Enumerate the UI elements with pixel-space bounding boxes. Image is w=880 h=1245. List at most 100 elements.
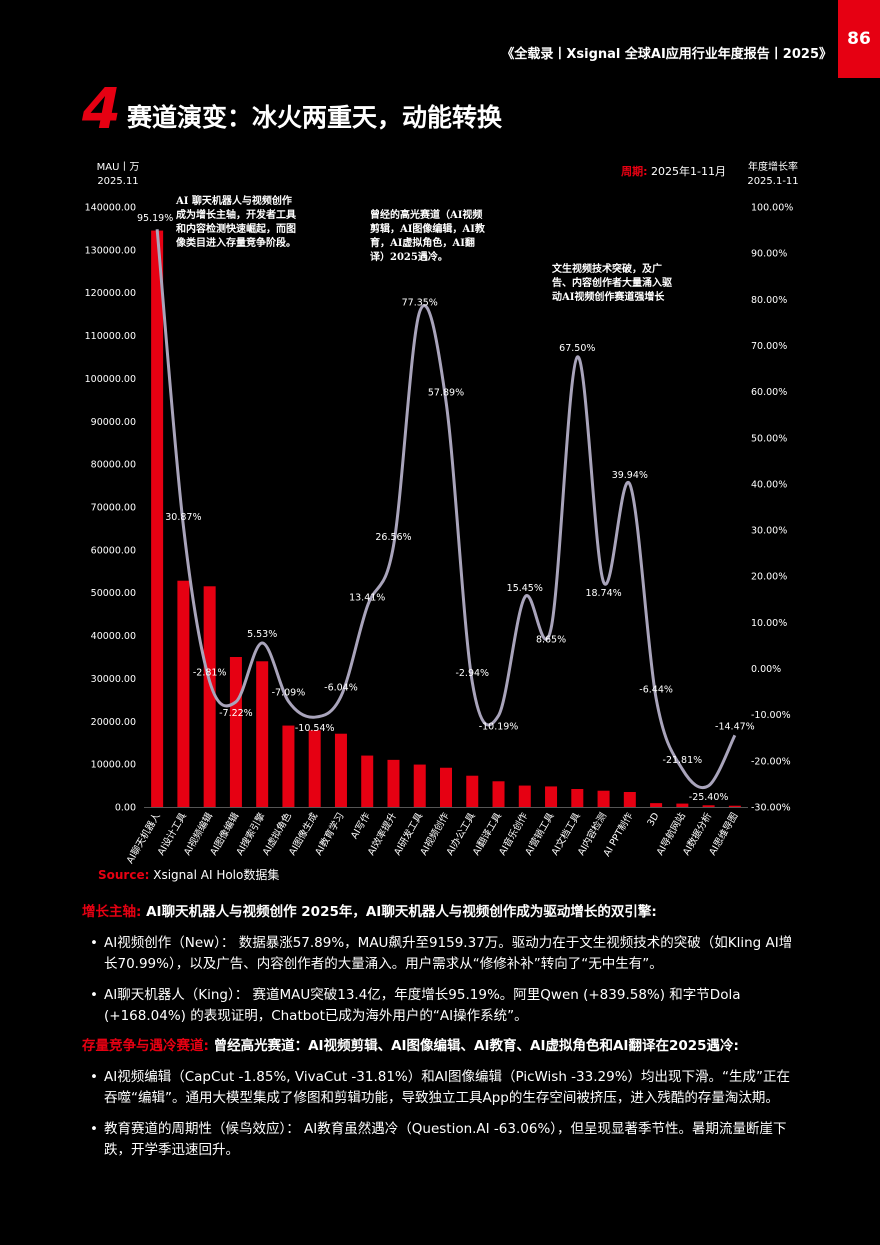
period-value: 2025年1-11月 [648, 164, 726, 178]
growth-data-label: 26.56% [375, 532, 411, 543]
chart-annotation: 曾经的高光赛道（AI视频 [370, 208, 482, 221]
right-tick-label: 40.00% [751, 479, 787, 490]
report-header: 《全载录丨Xsignal 全球AI应用行业年度报告丨2025》 [501, 47, 832, 62]
section-title: 赛道演变：冰火两重天，动能转换 [126, 103, 502, 132]
section-stock-heading: 存量竞争与遇冷赛道: 曾经高光赛道：AI视频剪辑、AI图像编辑、AI教育、AI虚… [82, 1036, 802, 1057]
bar [177, 580, 190, 807]
growth-data-label: -21.81% [663, 755, 703, 766]
chart-annotation: 和内容检测快速崛起，而图 [175, 222, 296, 235]
bar [308, 730, 321, 807]
bar [492, 781, 505, 807]
growth-data-label: 5.53% [247, 629, 277, 640]
bar [151, 230, 164, 808]
bullet-text: AI视频编辑（CapCut -1.85%, VivaCut -31.81%）和A… [104, 1069, 791, 1106]
chart-annotation: 剪辑，AI图像编辑，AI教 [370, 222, 486, 235]
chart-annotation: 文生视频技术突破，及广 [552, 262, 662, 275]
growth-data-label: -7.22% [219, 708, 253, 719]
section-growth-text: AI聊天机器人与视频创作 2025年，AI聊天机器人与视频创作成为驱动增长的双引… [141, 904, 657, 920]
right-tick-label: -10.00% [751, 710, 791, 721]
bar [282, 725, 295, 807]
source-line: Source: Xsignal AI Holo数据集 [98, 866, 279, 883]
growth-data-label: -6.44% [639, 684, 673, 695]
bullet-education: • 教育赛道的周期性（候鸟效应）： AI教育虽然遇冷（Question.AI -… [82, 1119, 802, 1161]
section-stock: 存量竞争与遇冷赛道: 曾经高光赛道：AI视频剪辑、AI图像编辑、AI教育、AI虚… [82, 1036, 802, 1161]
bar [203, 586, 216, 807]
chart-annotation: AI 聊天机器人与视频创作 [175, 194, 292, 207]
right-tick-label: 100.00% [751, 203, 793, 214]
bullet-text: 教育赛道的周期性（候鸟效应）： AI教育虽然遇冷（Question.AI -63… [104, 1121, 787, 1158]
chart-annotation: 译）2025遇冷。 [370, 250, 448, 263]
right-tick-label: 20.00% [751, 572, 787, 583]
growth-data-label: -10.19% [479, 722, 519, 733]
growth-data-label: -2.81% [193, 668, 227, 679]
right-axis-label: 2025.1-11 [747, 176, 798, 187]
growth-data-label: -25.40% [689, 792, 729, 803]
left-tick-label: 120000.00 [85, 288, 136, 299]
bullet-glyph: • [90, 1069, 98, 1085]
page-title: 4 赛道演变：冰火两重天，动能转换 [82, 82, 502, 138]
growth-data-label: -2.94% [455, 668, 489, 679]
growth-data-label: 39.94% [612, 470, 648, 481]
bar [623, 792, 636, 807]
bar [518, 785, 531, 807]
right-tick-label: 70.00% [751, 341, 787, 352]
section-growth-heading: 增长主轴: AI聊天机器人与视频创作 2025年，AI聊天机器人与视频创作成为驱… [82, 902, 802, 923]
growth-data-label: 67.50% [559, 343, 595, 354]
section-stock-text: 曾经高光赛道：AI视频剪辑、AI图像编辑、AI教育、AI虚拟角色和AI翻译在20… [208, 1038, 739, 1054]
growth-data-label: 95.19% [137, 213, 173, 224]
bullet-glyph: • [90, 1121, 98, 1137]
section-stock-highlight: 存量竞争与遇冷赛道: [82, 1038, 209, 1054]
bullet-glyph: • [90, 935, 98, 951]
bar [571, 789, 584, 807]
source-text: Xsignal AI Holo数据集 [149, 868, 280, 882]
left-tick-label: 130000.00 [85, 245, 136, 256]
bar [413, 764, 426, 807]
left-tick-label: 100000.00 [85, 374, 136, 385]
left-axis-label: 2025.11 [97, 176, 138, 187]
bar [256, 661, 269, 807]
growth-data-label: -10.54% [295, 723, 335, 734]
left-tick-label: 90000.00 [91, 417, 136, 428]
right-tick-label: 0.00% [751, 664, 781, 675]
left-tick-label: 0.00 [115, 803, 136, 814]
period-text: 周期: 2025年1-11月 [621, 164, 726, 178]
bullet-chatbot: • AI聊天机器人（King）： 赛道MAU突破13.4亿，年度增长95.19%… [82, 985, 802, 1027]
growth-rate-line [155, 229, 737, 790]
bar [387, 759, 400, 807]
section-growth: 增长主轴: AI聊天机器人与视频创作 2025年，AI聊天机器人与视频创作成为驱… [82, 902, 802, 1027]
bar [466, 775, 479, 807]
bullet-video-creation: • AI视频创作（New）： 数据暴涨57.89%，MAU飙升至9159.37万… [82, 933, 802, 975]
bar [702, 805, 715, 807]
left-tick-label: 110000.00 [85, 331, 136, 342]
bullet-text: AI视频创作（New）： 数据暴涨57.89%，MAU飙升至9159.37万。驱… [104, 935, 793, 972]
chart-annotation: 育，AI虚拟角色，AI翻 [370, 236, 475, 249]
chart-annotation: 动AI视频创作赛道强增长 [552, 290, 665, 303]
bar [728, 805, 741, 807]
bar [545, 786, 558, 807]
right-tick-label: 50.00% [751, 433, 787, 444]
growth-data-label: 18.74% [585, 588, 621, 599]
bar [440, 767, 452, 807]
bar [361, 755, 374, 807]
mau-growth-chart: MAU丨万 2025.11 年度增长率 2025.1-11 周期: 2025年1-11月… [85, 160, 799, 866]
chart-annotation: 成为增长主轴，开发者工具 [176, 208, 296, 221]
bar [650, 803, 663, 807]
growth-data-label: -6.04% [324, 682, 358, 693]
left-tick-label: 30000.00 [91, 674, 136, 685]
left-tick-label: 80000.00 [91, 460, 136, 471]
category-label: AI聊天机器人 [124, 810, 163, 866]
growth-data-label: 13.41% [349, 593, 385, 604]
source-label: Source: [98, 868, 150, 882]
chart-annotation: 告、内容创作者大量涌入驱 [552, 276, 672, 289]
bullet-text: AI聊天机器人（King）： 赛道MAU突破13.4亿，年度增长95.19%。阿… [104, 987, 741, 1024]
right-tick-label: -20.00% [751, 756, 791, 767]
right-tick-label: 80.00% [751, 295, 787, 306]
right-tick-label: 90.00% [751, 249, 787, 260]
growth-data-label: -14.47% [715, 721, 755, 732]
growth-data-label: 77.35% [402, 298, 438, 309]
left-tick-label: 40000.00 [91, 631, 136, 642]
left-tick-label: 70000.00 [91, 503, 136, 514]
left-tick-label: 60000.00 [91, 545, 136, 556]
right-tick-label: 60.00% [751, 387, 787, 398]
left-axis-label: MAU丨万 [97, 161, 140, 173]
